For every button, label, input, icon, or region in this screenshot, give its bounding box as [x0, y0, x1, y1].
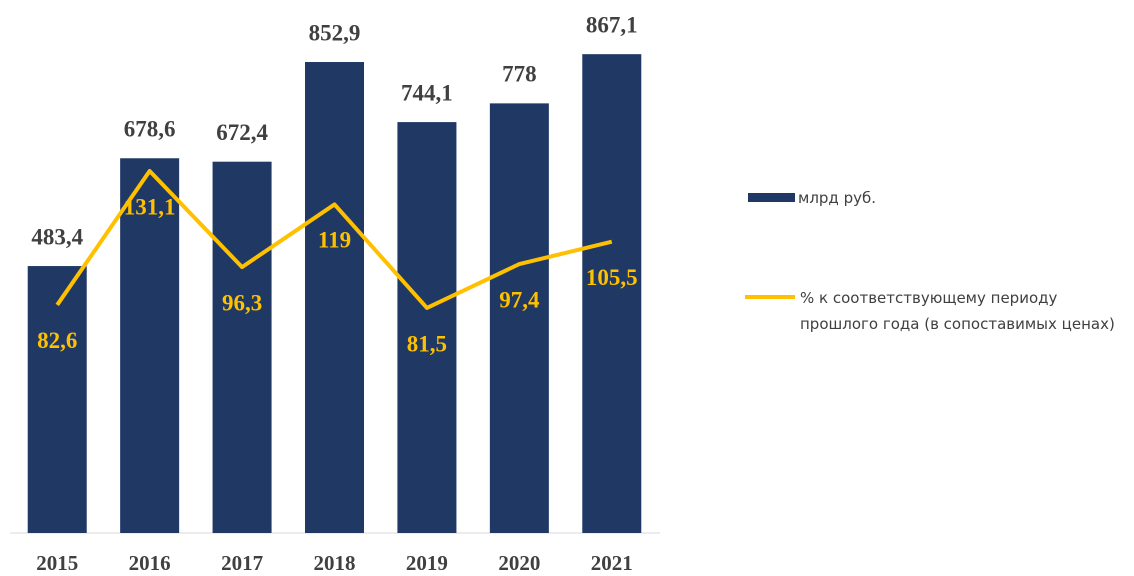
- bar: [582, 54, 642, 533]
- x-tick-label: 2021: [591, 551, 633, 575]
- legend-label: млрд руб.: [798, 188, 876, 207]
- line-value-label: 105,5: [586, 265, 638, 290]
- legend-swatch: [745, 295, 795, 299]
- bar: [397, 122, 457, 534]
- line-value-label: 131,1: [124, 194, 176, 219]
- legend-bar: млрд руб.: [748, 184, 876, 211]
- line-value-label: 119: [318, 228, 351, 253]
- bar-value-label: 778: [502, 62, 537, 87]
- x-tick-label: 2018: [314, 551, 356, 575]
- x-tick-label: 2019: [406, 551, 448, 575]
- bar-value-label: 852,9: [309, 20, 361, 45]
- legend-label: % к соответствующему периоду прошлого го…: [800, 289, 1115, 333]
- x-tick-label: 2020: [498, 551, 540, 575]
- bar: [212, 161, 272, 533]
- x-tick-label: 2016: [129, 551, 171, 575]
- bar-value-label: 672,4: [216, 120, 268, 145]
- bar: [305, 62, 364, 533]
- legend-swatch: [748, 193, 795, 202]
- bar: [27, 266, 87, 533]
- bar-value-label: 483,4: [31, 224, 83, 249]
- line-value-label: 96,3: [222, 290, 262, 315]
- legend-line: % к соответствующему периоду прошлого го…: [745, 285, 1125, 337]
- bar-value-label: 867,1: [586, 12, 638, 37]
- bar-value-label: 678,6: [124, 117, 176, 142]
- x-tick-label: 2015: [36, 551, 78, 575]
- line-value-label: 81,5: [407, 331, 447, 356]
- line: [55, 169, 613, 310]
- bar: [489, 103, 549, 534]
- line-value-label: 82,6: [37, 328, 77, 353]
- line-value-label: 97,4: [499, 287, 540, 312]
- bar-value-label: 744,1: [401, 80, 453, 105]
- bar: [120, 158, 180, 533]
- x-tick-label: 2017: [221, 551, 263, 575]
